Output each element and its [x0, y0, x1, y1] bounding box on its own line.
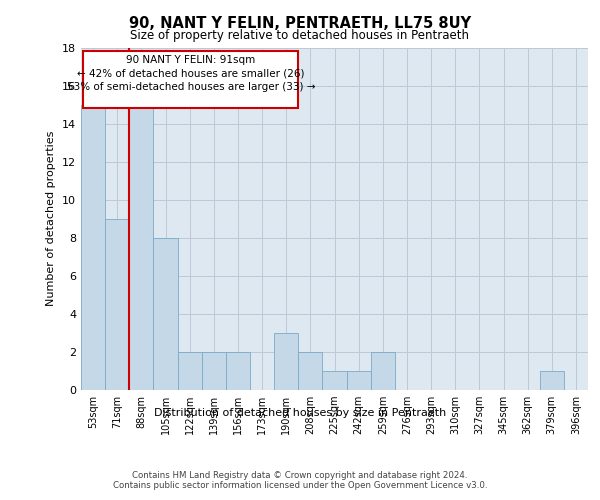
Bar — [371, 352, 395, 390]
Y-axis label: Number of detached properties: Number of detached properties — [46, 131, 56, 306]
Text: 90, NANT Y FELIN, PENTRAETH, LL75 8UY: 90, NANT Y FELIN, PENTRAETH, LL75 8UY — [129, 16, 471, 31]
Bar — [347, 371, 371, 390]
Bar — [81, 104, 105, 390]
Text: Size of property relative to detached houses in Pentraeth: Size of property relative to detached ho… — [131, 29, 470, 42]
Bar — [298, 352, 322, 390]
Bar — [322, 371, 347, 390]
Text: Contains HM Land Registry data © Crown copyright and database right 2024.: Contains HM Land Registry data © Crown c… — [132, 471, 468, 480]
Bar — [274, 333, 298, 390]
Text: 90 NANT Y FELIN: 91sqm
← 42% of detached houses are smaller (26)
53% of semi-det: 90 NANT Y FELIN: 91sqm ← 42% of detached… — [67, 55, 315, 92]
Bar — [154, 238, 178, 390]
Text: Contains public sector information licensed under the Open Government Licence v3: Contains public sector information licen… — [113, 481, 487, 490]
Bar — [178, 352, 202, 390]
Bar — [129, 104, 154, 390]
Bar — [540, 371, 564, 390]
FancyBboxPatch shape — [83, 52, 298, 108]
Bar — [226, 352, 250, 390]
Bar — [202, 352, 226, 390]
Bar — [105, 219, 129, 390]
Text: Distribution of detached houses by size in Pentraeth: Distribution of detached houses by size … — [154, 408, 446, 418]
